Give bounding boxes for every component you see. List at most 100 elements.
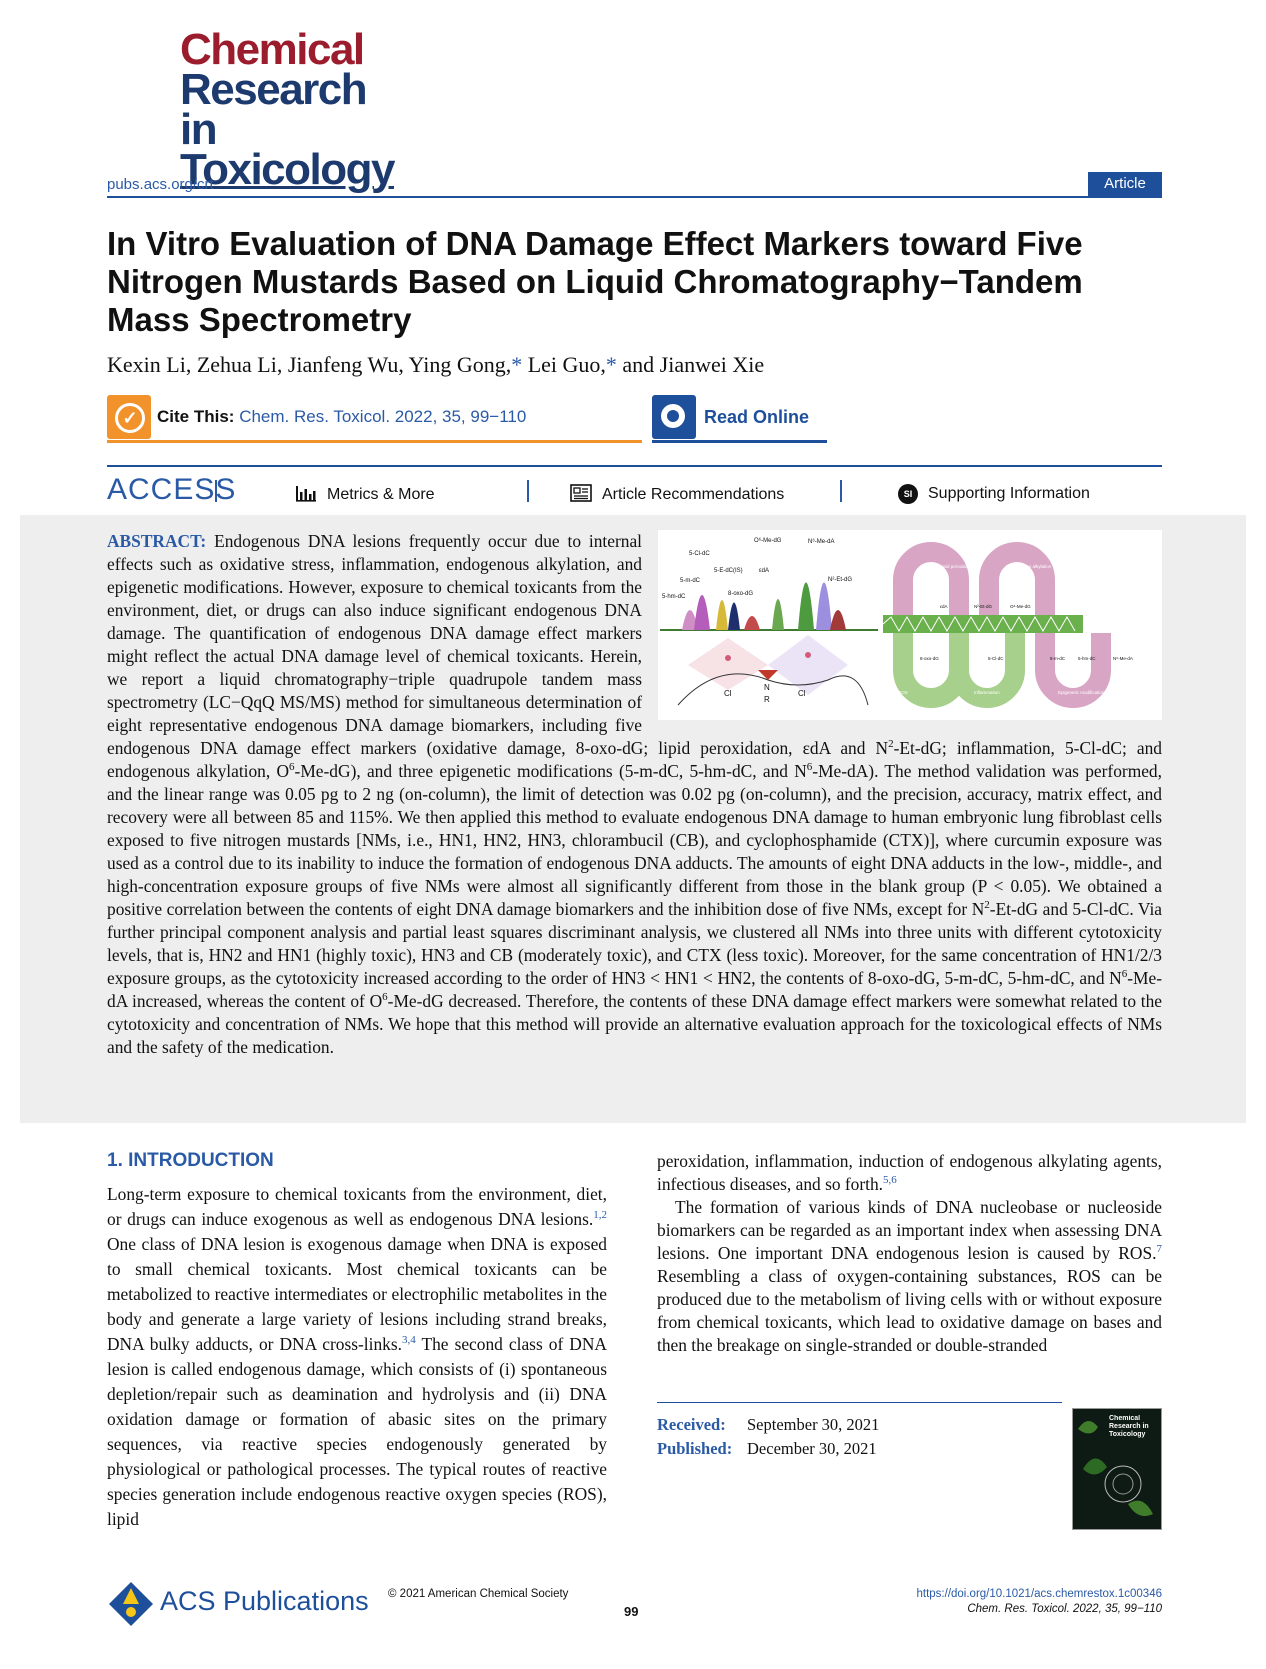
journal-site-link[interactable]: pubs.acs.org/crt [107, 176, 214, 193]
toc-dot [805, 652, 811, 658]
peak-5-e-dc [728, 602, 740, 630]
paragraph-text: Resembling a class of oxygen-containing … [657, 1266, 1162, 1355]
section-heading-introduction: 1. INTRODUCTION [107, 1150, 274, 1171]
cover-title: Chemical Research in Toxicology [1109, 1415, 1149, 1438]
toc-dot [725, 655, 731, 661]
introduction-column-1: Long-term exposure to chemical toxicants… [107, 1182, 607, 1532]
toc-dna-helix [882, 615, 1076, 633]
toc-graphic[interactable]: 5-hm-dC 5-m-dC 5-Cl-dC 5-E-dC(IS) 8-oxo-… [658, 530, 1162, 720]
abstract-text: -Et-dG; inflammation, 5-Cl-dC; and endog… [107, 738, 1163, 781]
citation-link[interactable]: 1,2 [593, 1209, 607, 1222]
authors-text-1: Kexin Li, Zehua Li, Jianfeng Wu, Ying Go… [107, 352, 512, 377]
peak-5-m-dc [694, 595, 710, 630]
article-type-badge: Article [1088, 172, 1162, 196]
metrics-label: Metrics & More [327, 486, 435, 503]
toc-structure-label: 5-Cl-dC [988, 656, 1004, 661]
introduction-column-2: peroxidation, inflammation, induction of… [657, 1150, 1162, 1357]
abstract-label: ABSTRACT: [107, 531, 207, 551]
citation-link[interactable]: 7 [1156, 1243, 1163, 1256]
toc-panel-label: Endogenous alkylation [1006, 564, 1052, 569]
corresponding-author-mark[interactable]: * [511, 352, 523, 377]
cite-underline [107, 440, 642, 443]
toc-mustard-outline [677, 673, 869, 706]
toc-peak-label: N⁶-Me-dA [808, 538, 834, 545]
logo-line-1: Chemical [180, 25, 365, 74]
abstract-text: -Me-dG), and three epigenetic modificati… [294, 761, 807, 781]
cite-reference-link[interactable]: Chem. Res. Toxicol. 2022, 35, 99−110 [239, 407, 527, 426]
cite-label: Cite This: [157, 407, 235, 426]
publisher-name[interactable]: ACS Publications [160, 1586, 369, 1616]
logo-line-3: Toxicology [180, 145, 395, 194]
check-circle-icon: ✓ [107, 395, 151, 439]
received-label: Received: [657, 1415, 726, 1434]
toc-loop [949, 633, 1025, 708]
publication-dates: Received: September 30, 2021 Published: De… [657, 1413, 879, 1461]
globe-icon [652, 395, 696, 439]
article-title: In Vitro Evaluation of DNA Damage Effect… [107, 225, 1083, 338]
abstract-text: -Me-dA increased, whereas the content of… [107, 968, 1162, 1011]
newspaper-icon [570, 484, 592, 502]
header-divider [107, 196, 1162, 198]
toc-structure-label: N⁶-Me-dA [1113, 656, 1133, 661]
toc-peak-label: N²-Et-dG [828, 577, 852, 583]
toc-structure-label: 5-hm-dC [1078, 656, 1096, 661]
toc-peak-label: 5-m-dC [680, 578, 701, 584]
superscript: 2 [888, 738, 894, 751]
toc-panel-label: Lipid peroxidation [940, 564, 976, 569]
read-online-label: Read Online [704, 407, 810, 427]
peak-n6-me-da [816, 582, 832, 630]
toc-peak-label: 5-E-dC(IS) [714, 568, 743, 574]
toc-structure-label: 5-m-dC [1050, 656, 1066, 661]
page-number: 99 [624, 1604, 639, 1619]
citation-link[interactable]: 3,4 [401, 1334, 416, 1347]
journal-logo[interactable]: Chemical Research in Toxicology [180, 25, 395, 194]
logo-line-2: Research in [180, 65, 368, 154]
abstract-text: -Et-dG and 5-Cl-dC. Via further principa… [107, 899, 1162, 988]
toc-atom-label: N [764, 683, 770, 692]
access-label: ACCESS [107, 473, 237, 506]
toc-structure-label: N²-Et-dG [974, 604, 992, 609]
toc-mustard-triangle [758, 670, 778, 680]
author-list: Kexin Li, Zehua Li, Jianfeng Wu, Ying Go… [107, 352, 764, 378]
metrics-more-link[interactable]: Metrics & More [295, 484, 435, 504]
paragraph-text: peroxidation, inflammation, induction of… [657, 1151, 1162, 1194]
doi-link[interactable]: https://doi.org/10.1021/acs.chemrestox.1… [916, 1588, 1163, 1600]
toc-panel-label: ROS [898, 690, 908, 695]
toc-shadow-shape [688, 638, 768, 690]
acs-logo-icon[interactable] [107, 1580, 155, 1628]
access-separator [840, 480, 842, 502]
superscript: 6 [382, 991, 388, 1004]
toc-peak-label: 5-hm-dC [662, 594, 686, 600]
toc-loop [893, 542, 969, 615]
supporting-information-link[interactable]: SI Supporting Information [898, 484, 1090, 504]
superscript: 6 [289, 761, 295, 774]
abstract-text: -Me-dA). The method validation was perfo… [107, 761, 1162, 919]
peak-edA [772, 599, 784, 630]
paragraph-text: One class of DNA lesion is exogenous dam… [107, 1234, 607, 1354]
toc-loop [979, 542, 1055, 615]
published-date: December 30, 2021 [747, 1439, 877, 1458]
peak-5-cl-dc [716, 600, 728, 630]
copyright-notice: © 2021 American Chemical Society [388, 1588, 569, 1600]
bar-chart-icon [296, 486, 316, 502]
citation-link[interactable]: 5,6 [883, 1174, 897, 1187]
article-recommendations-link[interactable]: Article Recommendations [570, 484, 784, 504]
toc-atom-label: Cl [724, 689, 732, 698]
authors-text-3: and Jianwei Xie [616, 352, 765, 377]
abstract: ABSTRACT: Endogenous DNA lesions frequen… [107, 530, 1162, 1059]
corresponding-author-mark[interactable]: * [605, 352, 617, 377]
toc-atom-label: R [764, 695, 770, 704]
journal-cover-thumbnail[interactable]: Chemical Research in Toxicology [1072, 1408, 1162, 1530]
cite-this-box[interactable]: ✓ Cite This: Chem. Res. Toxicol. 2022, 3… [107, 395, 642, 445]
received-date: September 30, 2021 [747, 1415, 880, 1434]
access-divider [107, 465, 1162, 467]
si-icon: SI [898, 484, 918, 504]
paragraph-text: The second class of DNA lesion is called… [107, 1334, 607, 1529]
superscript: 6 [1121, 968, 1128, 981]
toc-structure-label: O⁶-Me-dG [1010, 604, 1031, 609]
toc-peak-label: O⁶-Me-dG [754, 537, 782, 544]
toc-panel-label: Epigenetic modification [1058, 690, 1105, 695]
abstract-text: -Me-dG decreased. Therefore, the content… [107, 991, 1162, 1057]
abstract-text: Endogenous DNA lesions frequently occur … [107, 531, 889, 758]
read-online-button[interactable]: Read Online [652, 395, 827, 445]
